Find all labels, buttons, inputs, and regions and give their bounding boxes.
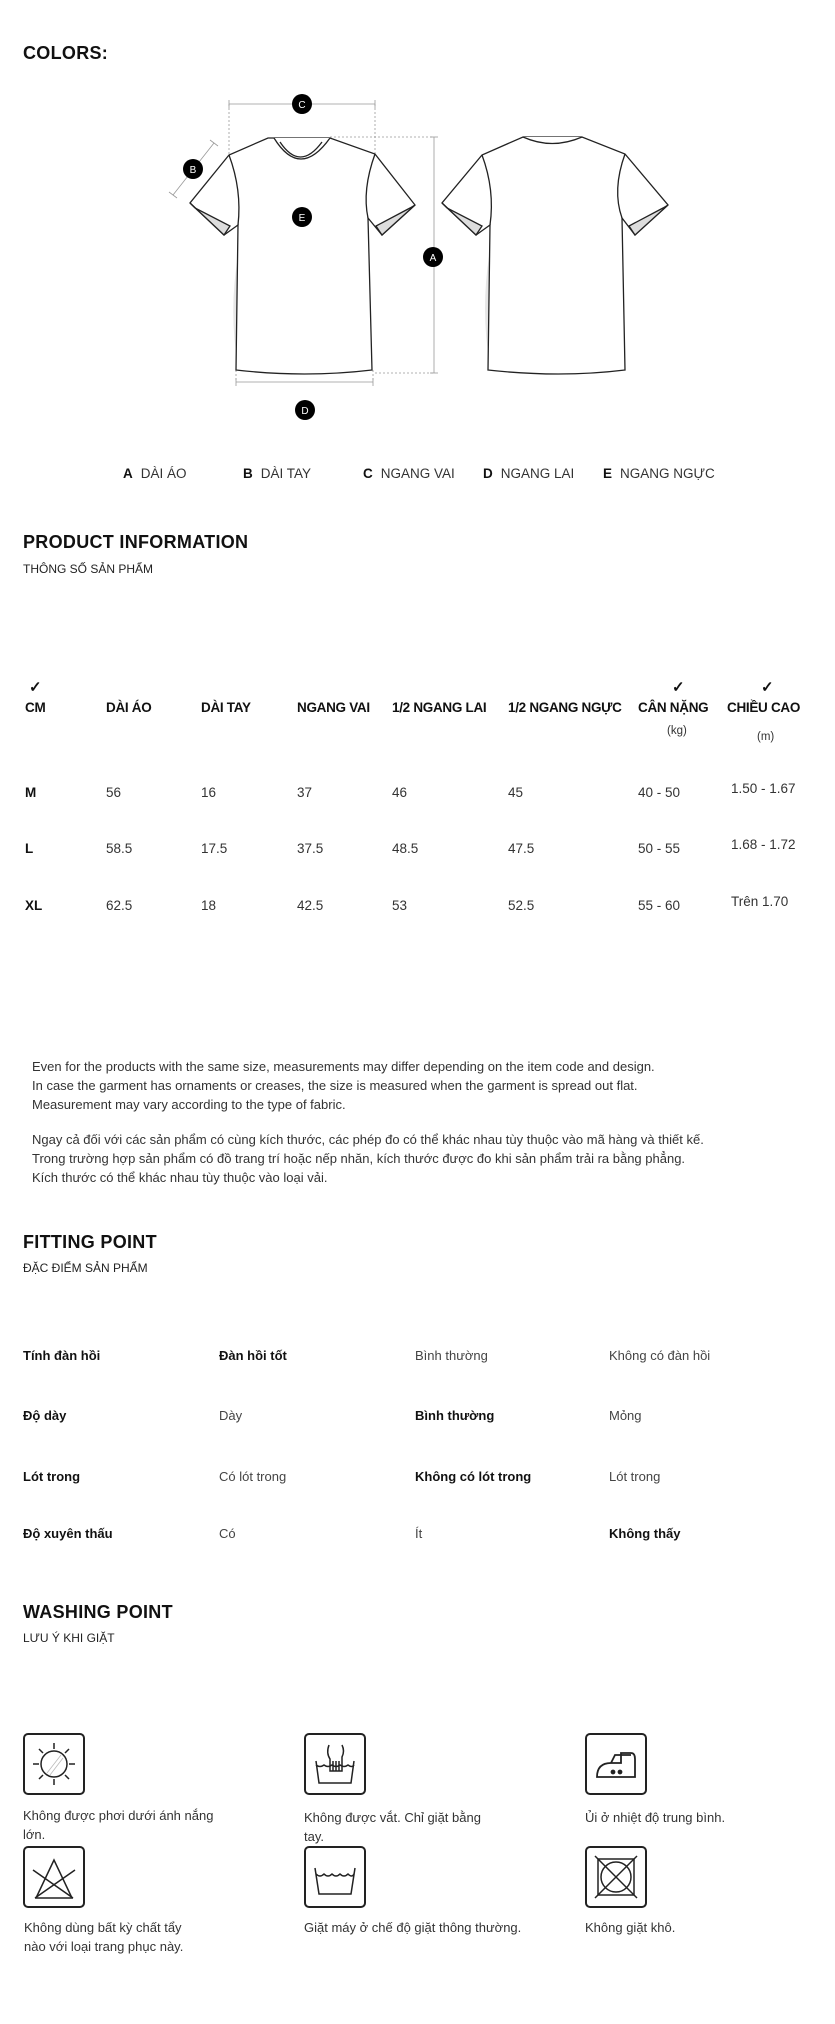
fitting-option: Không có lót trong: [415, 1469, 532, 1484]
fitting-option: Bình thường: [415, 1348, 488, 1363]
table-header: DÀI TAY: [201, 700, 251, 715]
size-label: XL: [25, 898, 43, 913]
table-cell: Trên 1.70: [731, 894, 789, 909]
table-cell: 37.5: [297, 841, 324, 856]
no-bleach-icon: [23, 1846, 85, 1908]
table-cell: 40 - 50: [638, 785, 681, 800]
table-cell: 48.5: [392, 841, 419, 856]
fitting-option: Có: [219, 1526, 236, 1541]
size-label: L: [25, 841, 34, 856]
marker-b: B: [190, 165, 197, 176]
table-cell: 16: [201, 785, 217, 800]
table-header: CM: [25, 700, 46, 715]
fitting-option: Lót trong: [609, 1469, 661, 1484]
fitting-option: Đàn hồi tốt: [219, 1348, 287, 1363]
legend-b: B DÀI TAY: [243, 466, 312, 481]
table-cell: 37: [297, 785, 313, 800]
table-cell: 55 - 60: [638, 898, 681, 913]
machine-wash-icon: [304, 1846, 366, 1908]
fitting-option: Không có đàn hồi: [609, 1348, 711, 1363]
washing-label: Ủi ở nhiệt độ trung bình.: [585, 1810, 726, 1825]
product-info-title: PRODUCT INFORMATION: [23, 532, 249, 552]
fitting-label: Lót trong: [23, 1469, 81, 1484]
fitting-option: Bình thường: [415, 1408, 495, 1423]
check-icon: ✓: [672, 679, 685, 696]
washing-title: WASHING POINT: [23, 1602, 173, 1622]
size-label: M: [25, 785, 37, 800]
table-cell: 58.5: [106, 841, 133, 856]
marker-d: D: [301, 406, 308, 417]
table-header: NGANG VAI: [297, 700, 370, 715]
fitting-label: Độ dày: [23, 1408, 67, 1423]
no-dry-clean-icon: [585, 1846, 647, 1908]
product-info-subtitle: THÔNG SỐ SẢN PHẨM: [23, 562, 154, 576]
fitting-label: Độ xuyên thấu: [23, 1526, 113, 1541]
marker-e: E: [299, 213, 306, 224]
washing-label: Không được vắt. Chỉ giặt bằng tay.: [304, 1810, 481, 1844]
legend-e: E NGANG NGỰC: [603, 466, 715, 481]
table-cell: 53: [392, 898, 408, 913]
marker-a: A: [430, 253, 437, 264]
legend-d: D NGANG LAI: [483, 466, 575, 481]
table-cell: 18: [201, 898, 217, 913]
table-cell: 62.5: [106, 898, 133, 913]
table-header: CÂN NẶNG: [638, 700, 709, 715]
hand-wash-icon: [304, 1733, 366, 1795]
unit-m: (m): [757, 731, 775, 743]
fitting-option: Không thấy: [609, 1526, 681, 1541]
table-header: 1/2 NGANG LAI: [392, 700, 487, 715]
table-cell: 17.5: [201, 841, 228, 856]
washing-subtitle: LƯU Ý KHI GIẶT: [23, 1631, 115, 1645]
no-sun-dry-icon: [23, 1733, 85, 1795]
notes-vi: Ngay cả đối với các sản phẩm có cùng kíc…: [32, 1132, 704, 1185]
notes-en: Even for the products with the same size…: [32, 1059, 655, 1112]
table-cell: 52.5: [508, 898, 535, 913]
legend-c: C NGANG VAI: [363, 466, 455, 481]
fitting-option: Có lót trong: [219, 1469, 287, 1484]
iron-medium-icon: [585, 1733, 647, 1795]
table-header: 1/2 NGANG NGỰC: [508, 700, 622, 715]
colors-title: COLORS:: [23, 43, 109, 63]
table-header: DÀI ÁO: [106, 700, 152, 715]
table-cell: 47.5: [508, 841, 535, 856]
check-icon: ✓: [761, 679, 774, 696]
washing-label: Giặt máy ở chế độ giặt thông thường.: [304, 1920, 522, 1935]
unit-kg: (kg): [667, 725, 687, 737]
fitting-title: FITTING POINT: [23, 1232, 157, 1252]
marker-c: C: [298, 100, 305, 111]
fitting-label: Tính đàn hồi: [23, 1348, 101, 1363]
size-diagram: A B C D E: [168, 94, 669, 420]
table-cell: 50 - 55: [638, 841, 681, 856]
table-cell: 56: [106, 785, 122, 800]
washing-label: Không dùng bất kỳ chất tẩy nào với loại …: [24, 1920, 184, 1954]
washing-label: Không được phơi dưới ánh nắng lớn.: [23, 1808, 214, 1842]
fitting-option: Mỏng: [609, 1408, 642, 1423]
fitting-subtitle: ĐẶC ĐIỂM SẢN PHẨM: [23, 1261, 148, 1275]
washing-label: Không giặt khô.: [585, 1920, 676, 1935]
fitting-option: Dày: [219, 1408, 243, 1423]
table-cell: 1.50 - 1.67: [731, 781, 796, 796]
table-cell: 45: [508, 785, 524, 800]
legend-a: A DÀI ÁO: [123, 466, 187, 481]
table-cell: 1.68 - 1.72: [731, 837, 796, 852]
table-cell: 46: [392, 785, 408, 800]
table-header: CHIỀU CAO: [727, 700, 801, 715]
check-icon: ✓: [29, 679, 42, 696]
fitting-option: Ít: [415, 1526, 423, 1541]
table-cell: 42.5: [297, 898, 324, 913]
